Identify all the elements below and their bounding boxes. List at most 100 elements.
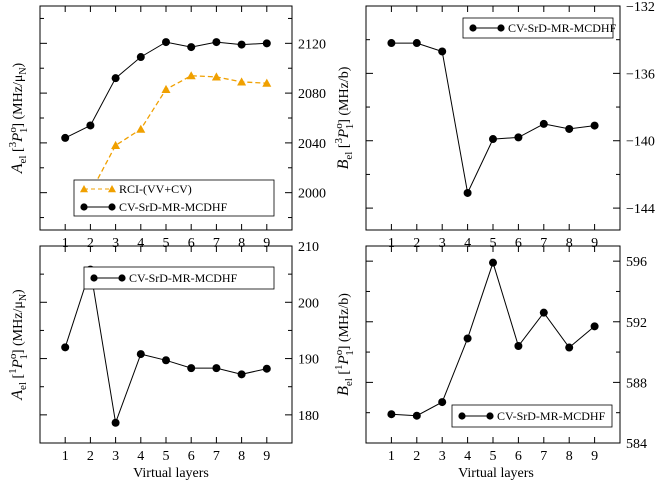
x-tick-label: 2: [87, 236, 94, 251]
x-tick-label: 4: [137, 236, 144, 251]
data-point: [514, 342, 523, 351]
data-point: [539, 119, 548, 128]
y-label-superscript: 1: [7, 368, 19, 374]
data-point-triangle: [211, 72, 221, 81]
data-point: [136, 350, 145, 359]
y-label-subscript: el: [17, 382, 29, 390]
data-point: [463, 188, 472, 197]
data-point: [212, 364, 221, 373]
data-point: [111, 74, 120, 83]
y-label-symbol: A: [9, 163, 26, 174]
y-label-subscript: el: [343, 152, 355, 160]
series-cv-srd-mr-mcdhf: [387, 39, 599, 197]
y-axis-label: Ael [3Po1] (MHz/μN): [7, 62, 30, 174]
legend: CV-SrD-MR-MCDHF: [462, 17, 617, 39]
y-label-term-superscript: o: [333, 123, 345, 129]
x-tick-label: 5: [163, 449, 170, 464]
data-point: [111, 418, 120, 427]
x-tick-label: 1: [62, 449, 69, 464]
series-cv-srd-mr-mcdhf: [61, 38, 271, 142]
data-point: [489, 135, 497, 144]
legend: RCI-(VV+CV) CV-SrD-MR-MCDHF: [73, 179, 275, 217]
series-line: [391, 42, 595, 195]
y-tick-label: 180: [298, 409, 319, 424]
y-label-symbol: A: [9, 390, 26, 401]
data-point: [565, 124, 574, 133]
y-axis-label: Bel [3Po1] (MHz/b): [333, 66, 356, 169]
legend-label: CV-SrD-MR-MCDHF: [129, 271, 238, 285]
y-label-term-subscript: 1: [344, 350, 356, 356]
y-label-unit: ] (MHz/b): [337, 66, 352, 123]
series-rci-vv-cv-: [85, 71, 272, 197]
data-point-triangle: [111, 140, 121, 149]
x-tick-label: 8: [566, 449, 573, 464]
y-label-superscript: 3: [7, 141, 19, 147]
legend-label: CV-SrD-MR-MCDHF: [119, 200, 228, 214]
y-tick-label: 588: [626, 376, 647, 391]
legend-label: CV-SrD-MR-MCDHF: [508, 21, 617, 35]
x-axis-label-right: Virtual layers: [458, 466, 534, 481]
y-tick-label: 596: [626, 255, 647, 270]
legend-marker: [108, 185, 116, 193]
y-label-term-superscript: o: [333, 349, 345, 355]
legend-marker: [118, 274, 126, 282]
y-label-bracket: [: [337, 370, 352, 379]
legend-marker: [458, 412, 466, 420]
legend-marker: [469, 24, 477, 32]
y-label-bracket: [: [337, 143, 352, 152]
x-tick-label: 6: [188, 236, 195, 251]
data-point: [136, 53, 145, 62]
data-point: [61, 343, 70, 352]
data-point-triangle: [161, 84, 171, 93]
series-line: [391, 261, 595, 417]
y-label-bracket: [: [11, 374, 26, 383]
legend-label: RCI-(VV+CV): [119, 182, 192, 196]
x-tick-label: 9: [591, 236, 598, 251]
x-tick-label: 5: [490, 236, 497, 251]
plot-frame: [365, 5, 621, 231]
series-cv-srd-mr-mcdhf: [61, 265, 271, 427]
data-point: [412, 411, 421, 420]
x-tick-label: 9: [263, 449, 270, 464]
x-tick-label: 7: [540, 236, 547, 251]
y-label-subscript: el: [17, 156, 29, 164]
y-label-bracket: [: [11, 147, 26, 156]
y-tick-label: −132: [626, 0, 655, 15]
x-tick-label: 3: [439, 449, 446, 464]
legend-box: [73, 179, 275, 217]
y-label-subscript: el: [343, 378, 355, 386]
legend-box: [83, 266, 275, 290]
x-tick-label: 8: [238, 236, 245, 251]
x-tick-label: 1: [388, 236, 395, 251]
data-point: [387, 410, 396, 419]
y-label-unit-subscript: N: [18, 67, 29, 74]
y-tick-label: 2120: [298, 37, 326, 52]
x-tick-label: 3: [112, 449, 119, 464]
data-point: [412, 39, 421, 48]
y-label-symbol: B: [335, 159, 352, 169]
y-label-symbol: B: [335, 386, 352, 396]
data-point: [590, 322, 599, 331]
data-point: [162, 38, 170, 47]
x-tick-label: 6: [515, 449, 522, 464]
x-tick-label: 7: [213, 236, 220, 251]
data-point: [187, 43, 196, 52]
x-tick-label: 5: [163, 236, 170, 251]
y-tick-label: 592: [626, 316, 647, 331]
y-label-term: P: [336, 355, 352, 365]
legend: CV-SrD-MR-MCDHF: [451, 404, 613, 428]
legend: CV-SrD-MR-MCDHF: [83, 266, 275, 290]
x-tick-label: 4: [137, 449, 144, 464]
legend-marker: [80, 185, 88, 193]
x-tick-label: 5: [490, 449, 497, 464]
legend-box: [462, 17, 614, 39]
data-point: [565, 343, 574, 352]
x-tick-label: 1: [62, 236, 69, 251]
x-tick-label: 4: [464, 449, 471, 464]
y-label-term-superscript: o: [7, 353, 19, 359]
data-point: [61, 133, 70, 142]
y-label-unit: ] (MHz/μ: [11, 75, 26, 128]
data-point-triangle: [237, 77, 247, 86]
y-tick-label: 190: [298, 353, 319, 368]
x-axis-label-left: Virtual layers: [133, 466, 209, 481]
